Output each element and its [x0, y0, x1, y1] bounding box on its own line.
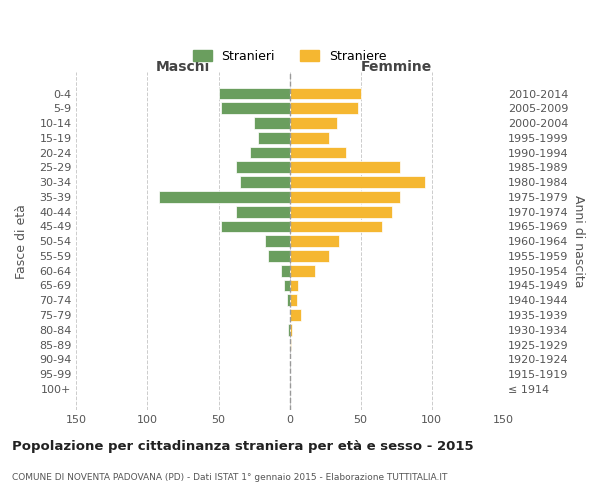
Bar: [221, 102, 290, 114]
Bar: [287, 294, 290, 306]
Bar: [288, 324, 290, 336]
Bar: [290, 162, 400, 173]
Bar: [290, 191, 400, 203]
Bar: [284, 280, 290, 291]
Bar: [290, 132, 329, 143]
Legend: Stranieri, Straniere: Stranieri, Straniere: [188, 44, 391, 68]
Bar: [159, 191, 290, 203]
Bar: [290, 220, 382, 232]
Bar: [290, 309, 301, 321]
Bar: [290, 265, 315, 276]
Bar: [290, 236, 340, 247]
Bar: [290, 102, 358, 114]
Bar: [281, 265, 290, 276]
Text: Maschi: Maschi: [156, 60, 210, 74]
Bar: [240, 176, 290, 188]
Bar: [290, 176, 425, 188]
Bar: [259, 132, 290, 143]
Bar: [290, 338, 291, 350]
Bar: [221, 220, 290, 232]
Bar: [290, 324, 292, 336]
Bar: [268, 250, 290, 262]
Text: COMUNE DI NOVENTA PADOVANA (PD) - Dati ISTAT 1° gennaio 2015 - Elaborazione TUTT: COMUNE DI NOVENTA PADOVANA (PD) - Dati I…: [12, 473, 448, 482]
Y-axis label: Fasce di età: Fasce di età: [15, 204, 28, 279]
Bar: [218, 88, 290, 100]
Y-axis label: Anni di nascita: Anni di nascita: [572, 195, 585, 288]
Text: Femmine: Femmine: [361, 60, 432, 74]
Text: Popolazione per cittadinanza straniera per età e sesso - 2015: Popolazione per cittadinanza straniera p…: [12, 440, 473, 453]
Bar: [290, 280, 298, 291]
Bar: [290, 294, 297, 306]
Bar: [290, 117, 337, 129]
Bar: [236, 162, 290, 173]
Bar: [290, 146, 346, 158]
Bar: [290, 88, 361, 100]
Bar: [265, 236, 290, 247]
Bar: [290, 250, 329, 262]
Bar: [236, 206, 290, 218]
Bar: [250, 146, 290, 158]
Bar: [290, 206, 392, 218]
Bar: [254, 117, 290, 129]
